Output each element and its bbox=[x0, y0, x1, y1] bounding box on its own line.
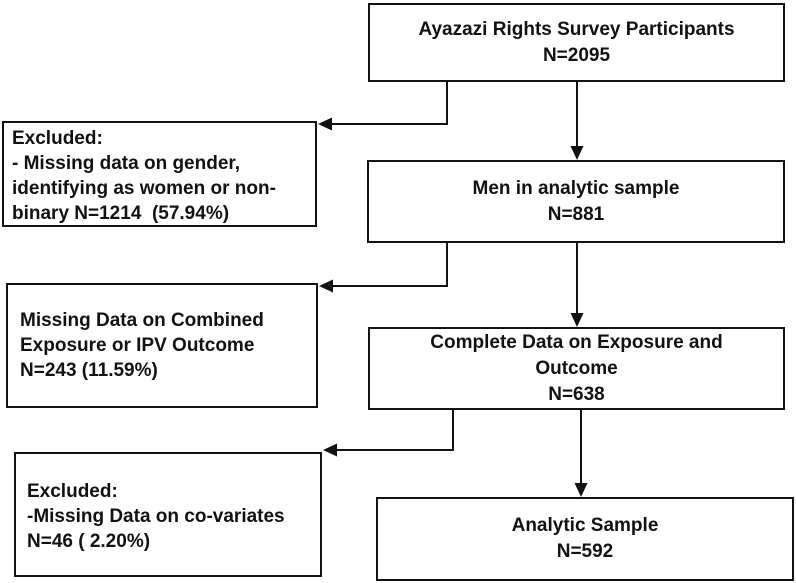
box-survey-participants: Ayazazi Rights Survey Participants N=209… bbox=[368, 3, 785, 82]
arrow-complete-to-analytic bbox=[574, 410, 588, 497]
box-men-in-analytic-sample: Men in analytic sample N=881 bbox=[367, 160, 785, 243]
box-missing-exposure-ipv-outcome: Missing Data on Combined Exposure or IPV… bbox=[6, 283, 318, 408]
box-complete-data-exposure-outcome: Complete Data on Exposure and Outcome N=… bbox=[368, 327, 785, 410]
arrow-men-to-complete bbox=[570, 243, 584, 327]
box-analytic-sample: Analytic Sample N=592 bbox=[376, 497, 794, 581]
arrow-complete-to-excluded-covariates bbox=[323, 410, 454, 457]
box-excluded-missing-covariates: Excluded: -Missing Data on co-variates N… bbox=[14, 452, 322, 577]
arrow-participants-to-excluded-gender bbox=[318, 82, 448, 131]
box-excluded-missing-gender: Excluded: - Missing data on gender, iden… bbox=[2, 121, 317, 227]
arrow-men-to-missing-exposure bbox=[319, 243, 448, 293]
arrow-participants-to-men bbox=[570, 82, 584, 160]
